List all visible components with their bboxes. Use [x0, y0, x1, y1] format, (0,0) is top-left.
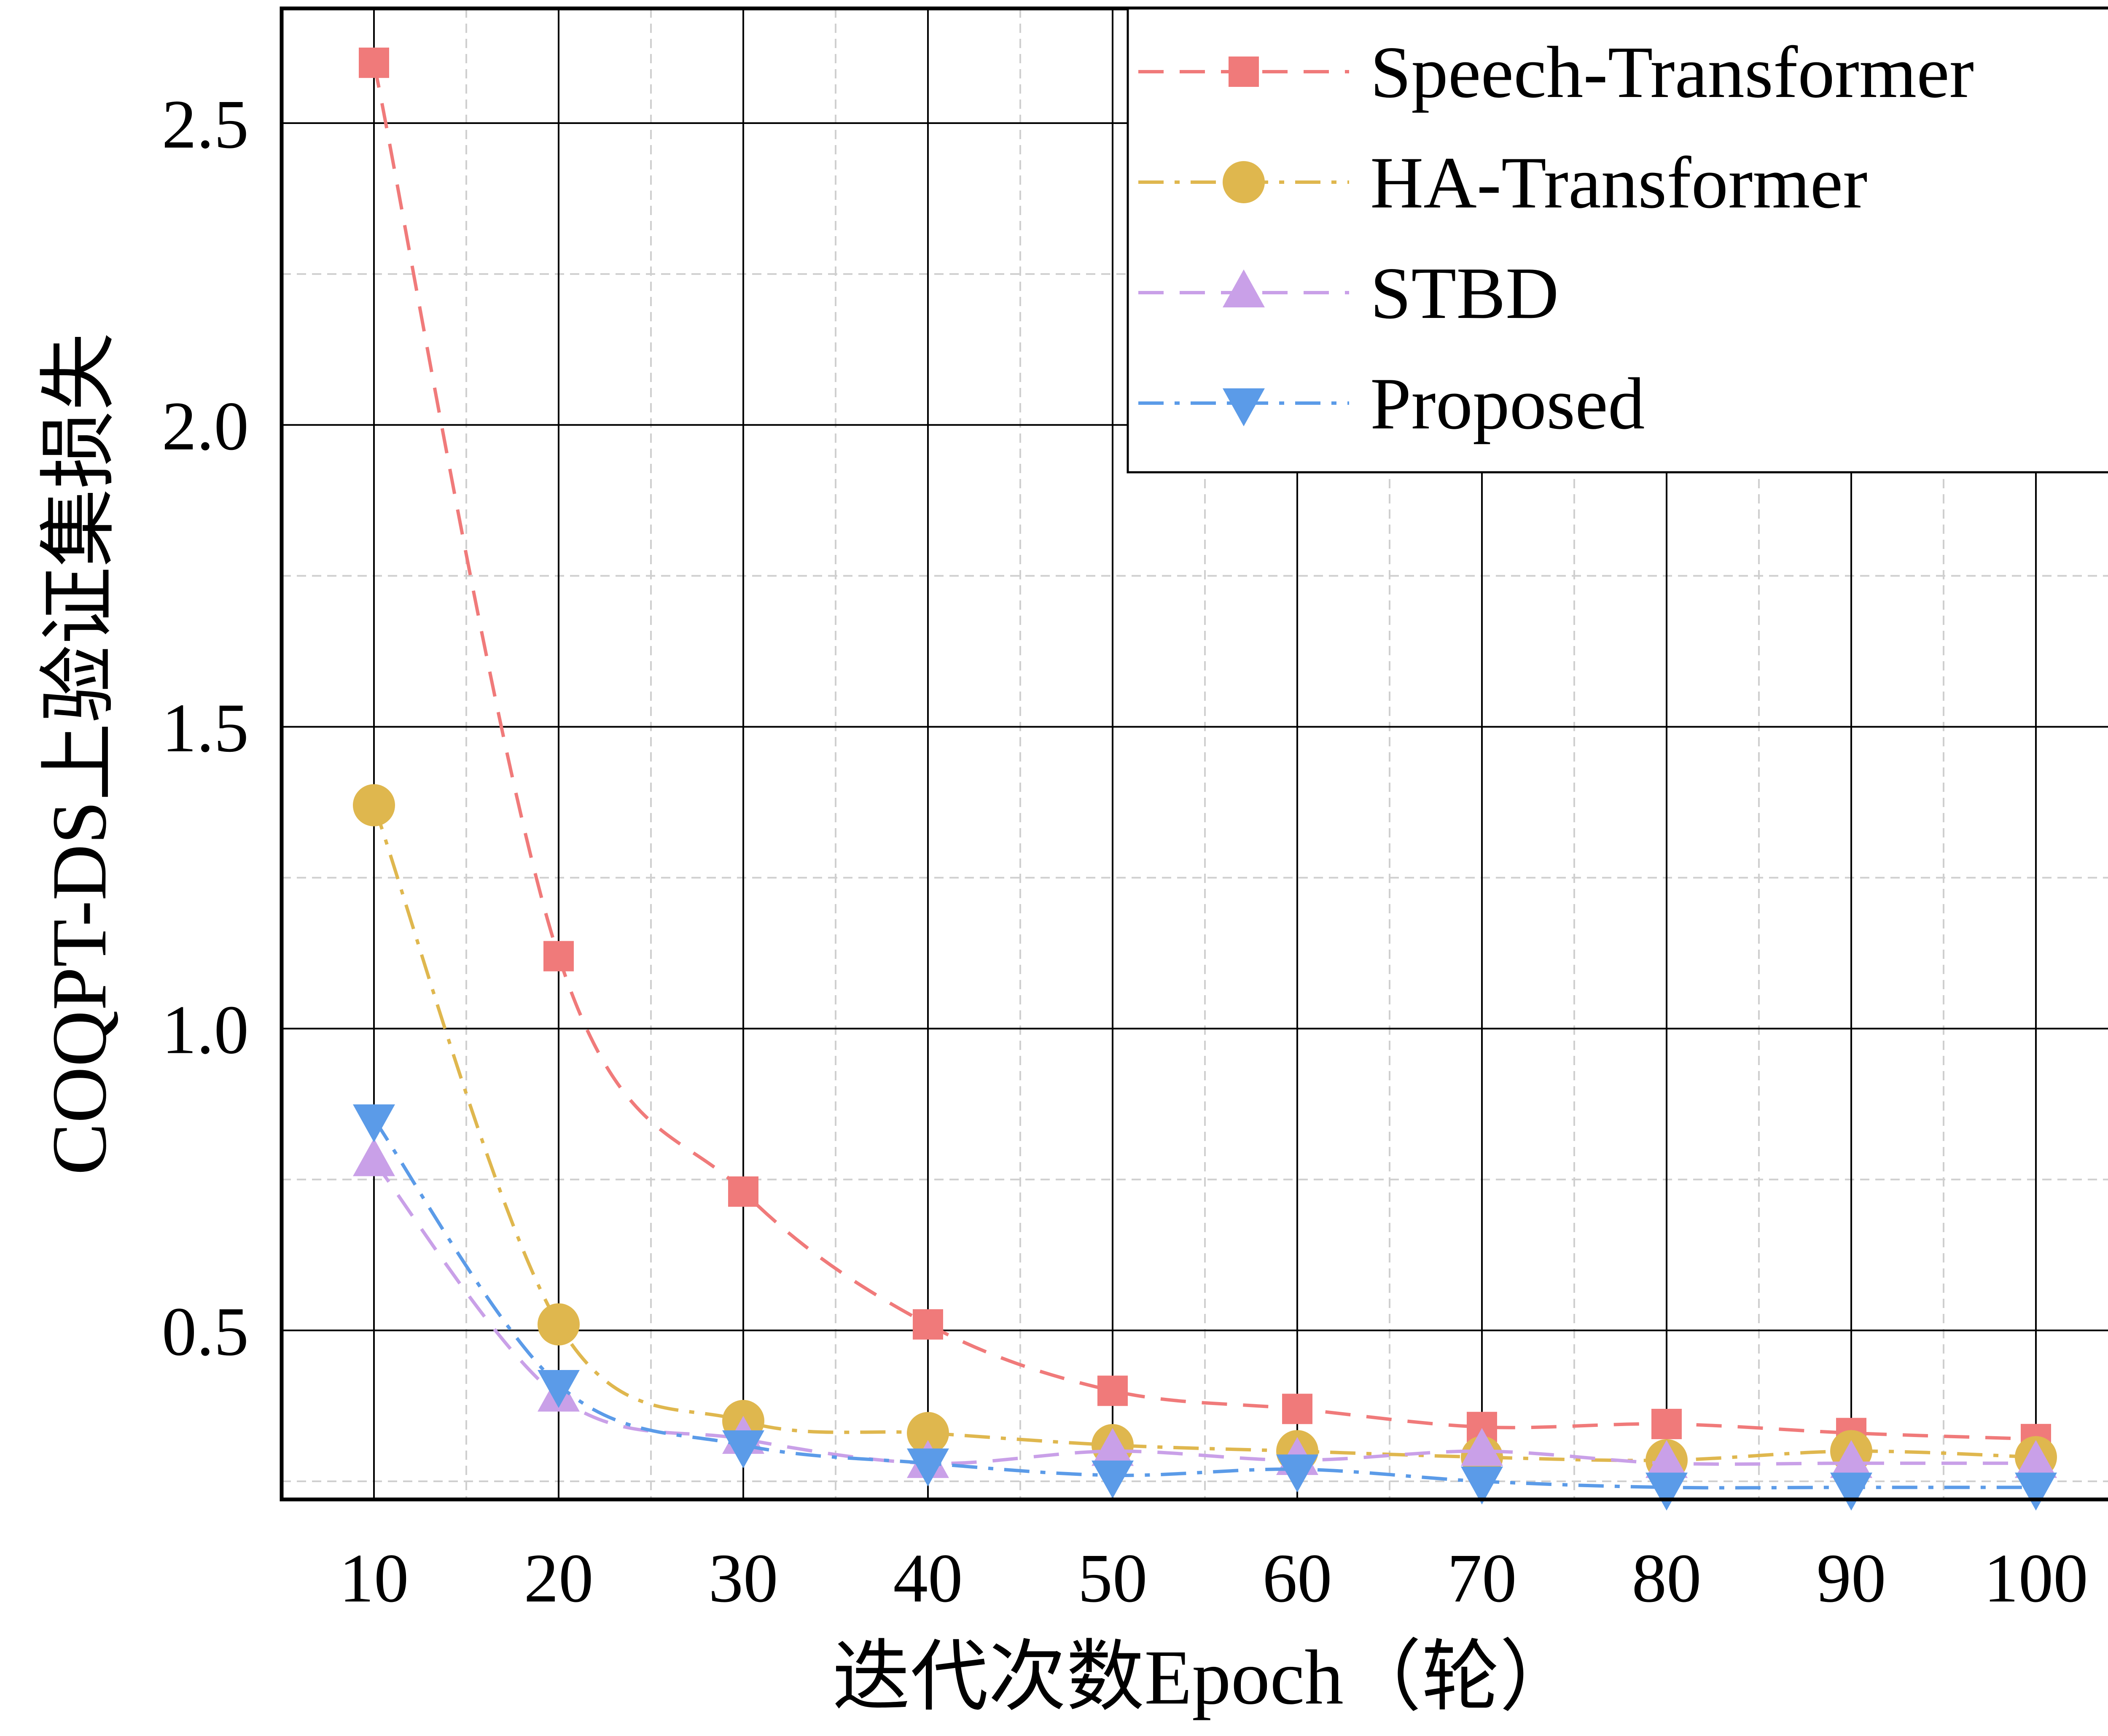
- x-tick-label: 50: [1078, 1540, 1148, 1617]
- y-tick-label: 2.0: [162, 388, 249, 465]
- data-point-triangle-down: [907, 1448, 949, 1487]
- y-tick-label: 2.5: [162, 86, 249, 163]
- legend-item: HA-Transformer: [1138, 142, 1867, 223]
- legend-marker: [1223, 161, 1265, 203]
- legend-marker: [1223, 269, 1265, 307]
- series-line: [372, 1118, 2036, 1490]
- data-point-square: [1097, 1375, 1128, 1406]
- x-tick-label: 40: [893, 1540, 963, 1617]
- series-line: [372, 62, 2036, 1441]
- legend-item: STBD: [1138, 252, 1559, 334]
- x-tick-label: 70: [1447, 1540, 1517, 1617]
- data-point-triangle-down: [2015, 1472, 2057, 1511]
- data-point-triangle-down: [538, 1370, 580, 1408]
- x-tick-label: 20: [524, 1540, 594, 1617]
- data-point-triangle-down: [1830, 1472, 1872, 1511]
- data-point-triangle-down: [1461, 1467, 1503, 1505]
- data-point-triangle-down: [1646, 1472, 1688, 1511]
- legend-box: [1127, 7, 2108, 474]
- data-point-triangle-up: [353, 1138, 395, 1176]
- data-point-triangle-up: [1461, 1428, 1503, 1466]
- data-point-triangle-down: [353, 1104, 395, 1143]
- series-layer: [353, 47, 2057, 1511]
- x-axis-title: 迭代次数Epoch（轮）: [832, 1634, 1578, 1721]
- data-point-triangle-down: [1276, 1454, 1318, 1493]
- x-tick-label: 80: [1632, 1540, 1702, 1617]
- y-tick-label: 1.5: [162, 689, 249, 767]
- legend-label: Speech-Transformer: [1370, 31, 1974, 113]
- data-point-square: [1282, 1394, 1312, 1424]
- y-tick-label: 1.0: [162, 991, 249, 1068]
- data-point-triangle-up: [1646, 1440, 1688, 1478]
- data-point-circle: [907, 1412, 949, 1454]
- y-axis-title: COQPT-DS上验证集损失: [36, 333, 123, 1175]
- y-tick-labels: 0.5 1.0 1.5 2.0 2.5: [162, 86, 249, 1370]
- x-tick-label: 60: [1263, 1540, 1332, 1617]
- x-tick-label: 90: [1817, 1540, 1886, 1617]
- series-line: [372, 1160, 2036, 1466]
- x-tick-label: 10: [339, 1540, 409, 1617]
- legend-label: HA-Transformer: [1370, 142, 1867, 223]
- legend-label: Proposed: [1370, 363, 1645, 444]
- legend-item: Speech-Transformer: [1138, 31, 1974, 113]
- data-point-circle: [353, 784, 395, 826]
- data-point-square: [1651, 1409, 1682, 1440]
- y-tick-label: 0.5: [162, 1293, 249, 1370]
- series-proposed: [353, 1104, 2057, 1511]
- data-point-triangle-up: [1092, 1428, 1134, 1466]
- data-point-square: [543, 941, 574, 972]
- x-tick-label: 30: [709, 1540, 778, 1617]
- legend-item: Proposed: [1138, 363, 1645, 444]
- legend-label: STBD: [1370, 252, 1559, 334]
- data-point-square: [728, 1176, 758, 1207]
- data-point-triangle-up: [2015, 1440, 2057, 1478]
- legend-marker: [1229, 57, 1259, 87]
- legend-marker: [1223, 388, 1265, 426]
- x-tick-labels: 10 20 30 40 50 60 70 80 90 100: [339, 1540, 2088, 1617]
- series-speech-transformer: [359, 47, 2051, 1454]
- x-tick-label: 100: [1984, 1540, 2088, 1617]
- data-point-square: [913, 1309, 943, 1340]
- legend: Speech-Transformer HA-Transformer STBD Prop…: [1127, 7, 2108, 474]
- data-point-square: [359, 47, 389, 78]
- data-point-circle: [538, 1303, 580, 1346]
- data-point-triangle-down: [1092, 1460, 1134, 1499]
- data-point-triangle-up: [1830, 1440, 1872, 1478]
- data-point-triangle-down: [722, 1430, 764, 1469]
